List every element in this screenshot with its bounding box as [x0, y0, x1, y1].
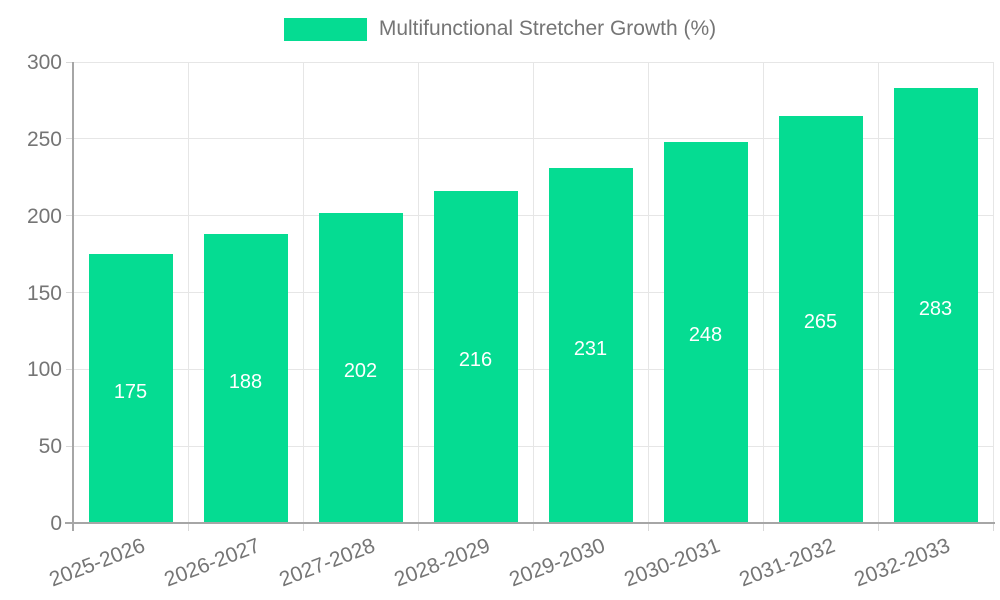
y-axis-tick-label: 50: [38, 435, 62, 459]
bar-value-label: 231: [573, 337, 608, 360]
x-axis-tick: [762, 523, 764, 531]
x-axis-tick: [532, 523, 534, 531]
y-axis-tick: [66, 292, 73, 293]
bar[interactable]: [778, 115, 863, 523]
bar-value-label: 283: [918, 297, 953, 320]
gridline-vertical: [532, 62, 534, 523]
x-axis-tick: [992, 523, 994, 531]
bar-value-label: 248: [688, 324, 723, 347]
x-axis-tick: [647, 523, 649, 531]
y-axis-tick-label: 250: [26, 127, 62, 151]
legend-swatch: [283, 17, 367, 41]
x-axis-tick: [877, 523, 879, 531]
gridline-vertical: [302, 62, 304, 523]
bar[interactable]: [548, 168, 633, 523]
legend-item[interactable]: Multifunctional Stretcher Growth (%): [0, 17, 1000, 41]
y-axis-tick-label: 150: [26, 281, 62, 305]
y-axis-tick: [66, 368, 73, 370]
bar[interactable]: [318, 212, 403, 523]
bar[interactable]: [433, 191, 518, 523]
y-axis-tick: [66, 445, 73, 447]
x-axis-tick-label: 2026-2027: [160, 534, 263, 592]
x-axis-tick-label: 2025-2026: [45, 534, 148, 592]
x-axis-tick-label: 2031-2032: [735, 534, 838, 592]
gridline-vertical: [877, 62, 879, 523]
bar-value-label: 216: [458, 349, 493, 372]
gridline-vertical: [992, 62, 994, 523]
y-axis-tick-label: 0: [50, 512, 62, 535]
y-axis-line: [72, 62, 74, 531]
x-axis-line: [65, 522, 995, 524]
y-axis-tick-label: 200: [26, 204, 62, 228]
y-axis-tick-label: 100: [26, 358, 62, 382]
legend-label: Multifunctional Stretcher Growth (%): [378, 17, 717, 40]
x-axis-tick-label: 2027-2028: [275, 534, 378, 592]
y-axis-tick: [66, 61, 73, 63]
gridline-vertical: [417, 62, 419, 523]
bar[interactable]: [663, 141, 748, 523]
bar-value-label: 175: [113, 380, 148, 403]
bar-value-label: 188: [228, 370, 263, 393]
bar[interactable]: [893, 88, 978, 523]
y-axis-tick: [66, 215, 73, 217]
y-axis-tick-label: 300: [26, 51, 62, 74]
gridline-vertical: [187, 62, 189, 523]
x-axis-tick: [187, 523, 189, 531]
x-axis-tick: [302, 523, 304, 531]
gridline-vertical: [647, 62, 649, 523]
x-axis-tick-label: 2029-2030: [505, 534, 608, 592]
bar[interactable]: [88, 254, 173, 523]
bar[interactable]: [203, 234, 288, 523]
bar-value-label: 202: [343, 359, 378, 382]
bar-value-label: 265: [803, 311, 838, 334]
x-axis-tick-label: 2028-2029: [390, 534, 493, 592]
x-axis-tick-label: 2030-2031: [620, 534, 723, 592]
x-axis-tick-label: 2032-2033: [850, 534, 953, 592]
gridline-vertical: [762, 62, 764, 523]
y-axis-tick: [66, 138, 73, 140]
x-axis-tick: [417, 523, 419, 531]
